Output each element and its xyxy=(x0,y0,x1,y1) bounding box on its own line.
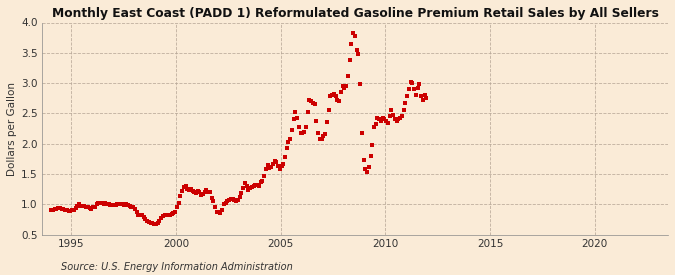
Y-axis label: Dollars per Gallon: Dollars per Gallon xyxy=(7,82,17,175)
Title: Monthly East Coast (PADD 1) Reformulated Gasoline Premium Retail Sales by All Se: Monthly East Coast (PADD 1) Reformulated… xyxy=(51,7,658,20)
Text: Source: U.S. Energy Information Administration: Source: U.S. Energy Information Administ… xyxy=(61,262,292,272)
